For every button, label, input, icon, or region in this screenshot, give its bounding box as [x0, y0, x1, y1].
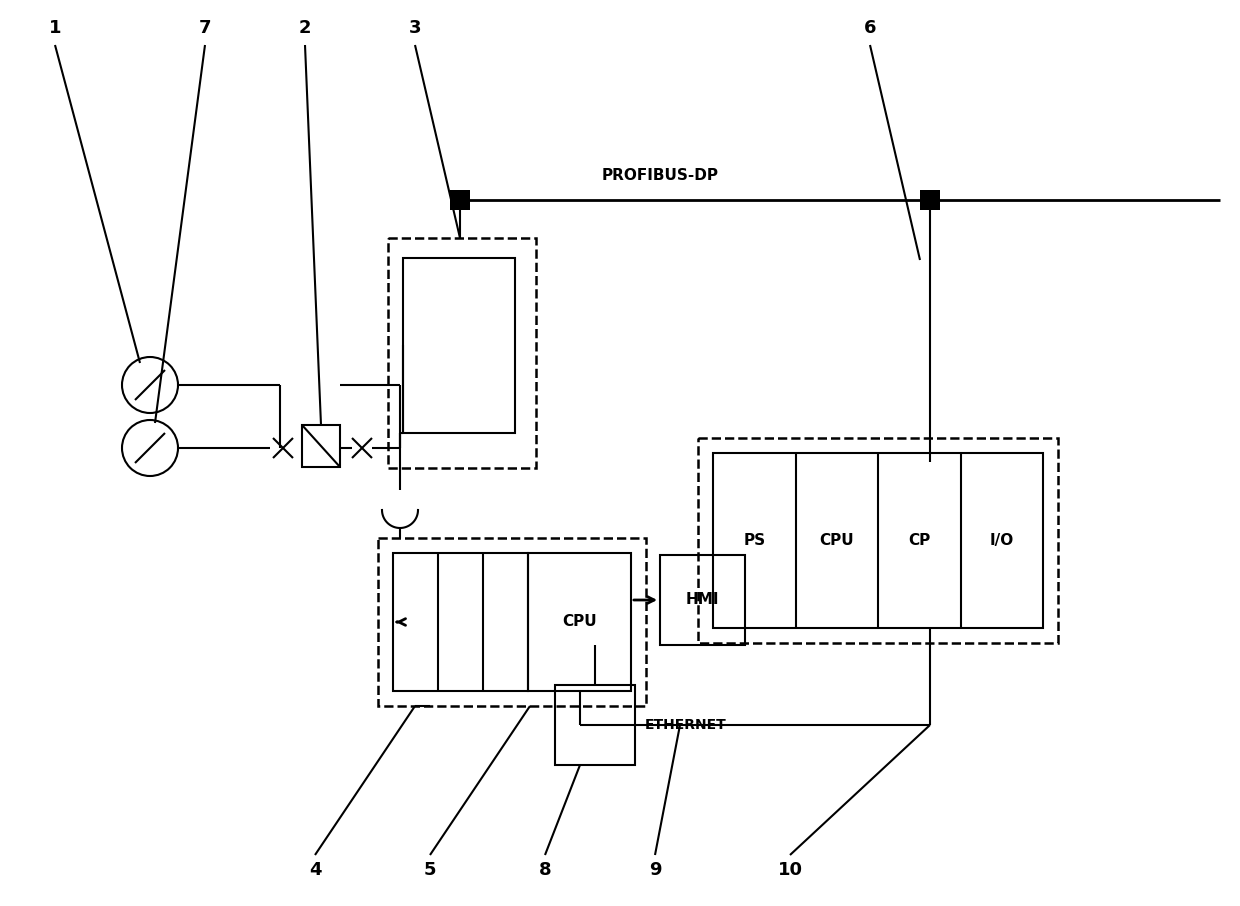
Text: 3: 3 [409, 19, 422, 37]
Text: ETHERNET: ETHERNET [645, 718, 727, 732]
Text: 8: 8 [538, 861, 552, 879]
Bar [393, 553, 528, 691]
Bar [303, 425, 340, 467]
Text: 6: 6 [864, 19, 877, 37]
Text: 9: 9 [649, 861, 661, 879]
Text: 10: 10 [777, 861, 802, 879]
Text: 1: 1 [48, 19, 61, 37]
Bar [528, 553, 631, 691]
Bar [388, 238, 536, 468]
Bar [713, 453, 1043, 628]
Text: 7: 7 [198, 19, 211, 37]
Bar [556, 685, 635, 765]
Text: 4: 4 [309, 861, 321, 879]
Bar [698, 438, 1058, 643]
Text: CPU: CPU [562, 614, 596, 630]
Text: I/O: I/O [990, 533, 1014, 548]
Bar [403, 258, 515, 433]
Text: PS: PS [743, 533, 765, 548]
Text: 5: 5 [424, 861, 436, 879]
Text: HMI: HMI [686, 593, 719, 608]
Bar [378, 538, 646, 706]
Text: PROFIBUS-DP: PROFIBUS-DP [601, 168, 718, 182]
Bar [660, 555, 745, 645]
Text: 2: 2 [299, 19, 311, 37]
Bar [920, 190, 940, 210]
Text: CP: CP [908, 533, 930, 548]
Text: CPU: CPU [820, 533, 854, 548]
Bar [450, 190, 470, 210]
